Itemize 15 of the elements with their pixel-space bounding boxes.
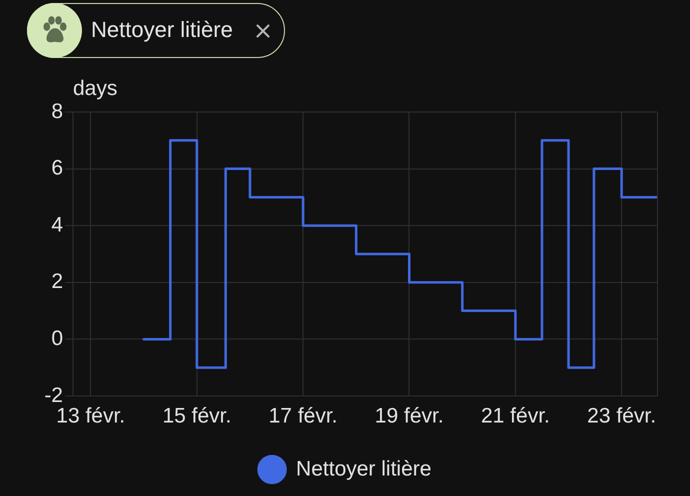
x-tick-label: 23 févr. — [587, 404, 656, 428]
x-tick-label: 15 févr. — [162, 404, 232, 428]
chart-title: Nettoyer litière — [27, 3, 285, 58]
legend-label: Nettoyer litière — [296, 457, 432, 480]
y-tick-label: 2 — [51, 270, 63, 294]
y-tick-label: 0 — [51, 326, 63, 350]
y-tick-label: 4 — [51, 213, 64, 236]
y-axis-title: days — [73, 77, 118, 100]
x-tick-label: 21 févr. — [480, 404, 550, 428]
y-tick-label: 8 — [51, 100, 63, 123]
x-tick-label: 19 févr. — [374, 404, 444, 428]
x-tick-label: 17 févr. — [268, 404, 338, 428]
x-tick-label: 13 févr. — [56, 404, 126, 428]
y-tick-label: 6 — [51, 156, 63, 180]
y-tick-label: -2 — [44, 384, 63, 407]
